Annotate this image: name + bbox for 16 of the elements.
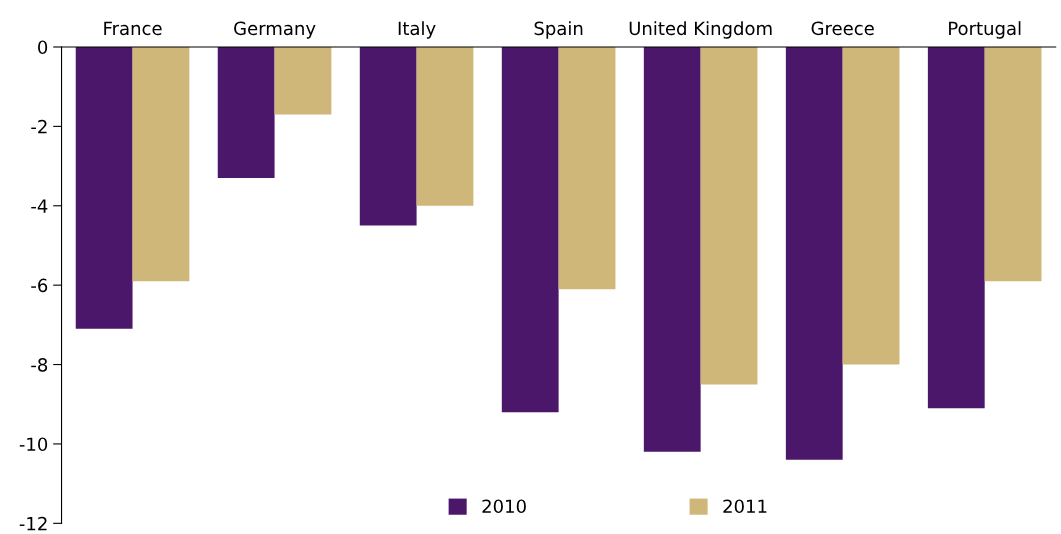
y-tick-label: -10 — [19, 437, 48, 452]
y-tick-label: 0 — [38, 40, 48, 55]
x-tick-label: Germany — [234, 21, 316, 39]
x-tick-label: Portugal — [949, 21, 1021, 39]
x-tick-label: Italy — [398, 21, 436, 39]
x-tick-label: United Kingdom — [629, 21, 772, 39]
y-tick-label: -12 — [19, 516, 47, 531]
legend-label: 2011 — [723, 499, 767, 514]
y-tick-label: -2 — [31, 119, 47, 134]
y-tick-label: -6 — [31, 278, 48, 293]
x-tick-label: Spain — [534, 21, 583, 39]
legend-label: 2010 — [482, 499, 526, 514]
x-tick-label: France — [104, 21, 162, 36]
y-tick-label: -4 — [31, 199, 48, 213]
y-tick-label: -8 — [31, 358, 48, 372]
x-tick-label: Greece — [811, 21, 874, 36]
